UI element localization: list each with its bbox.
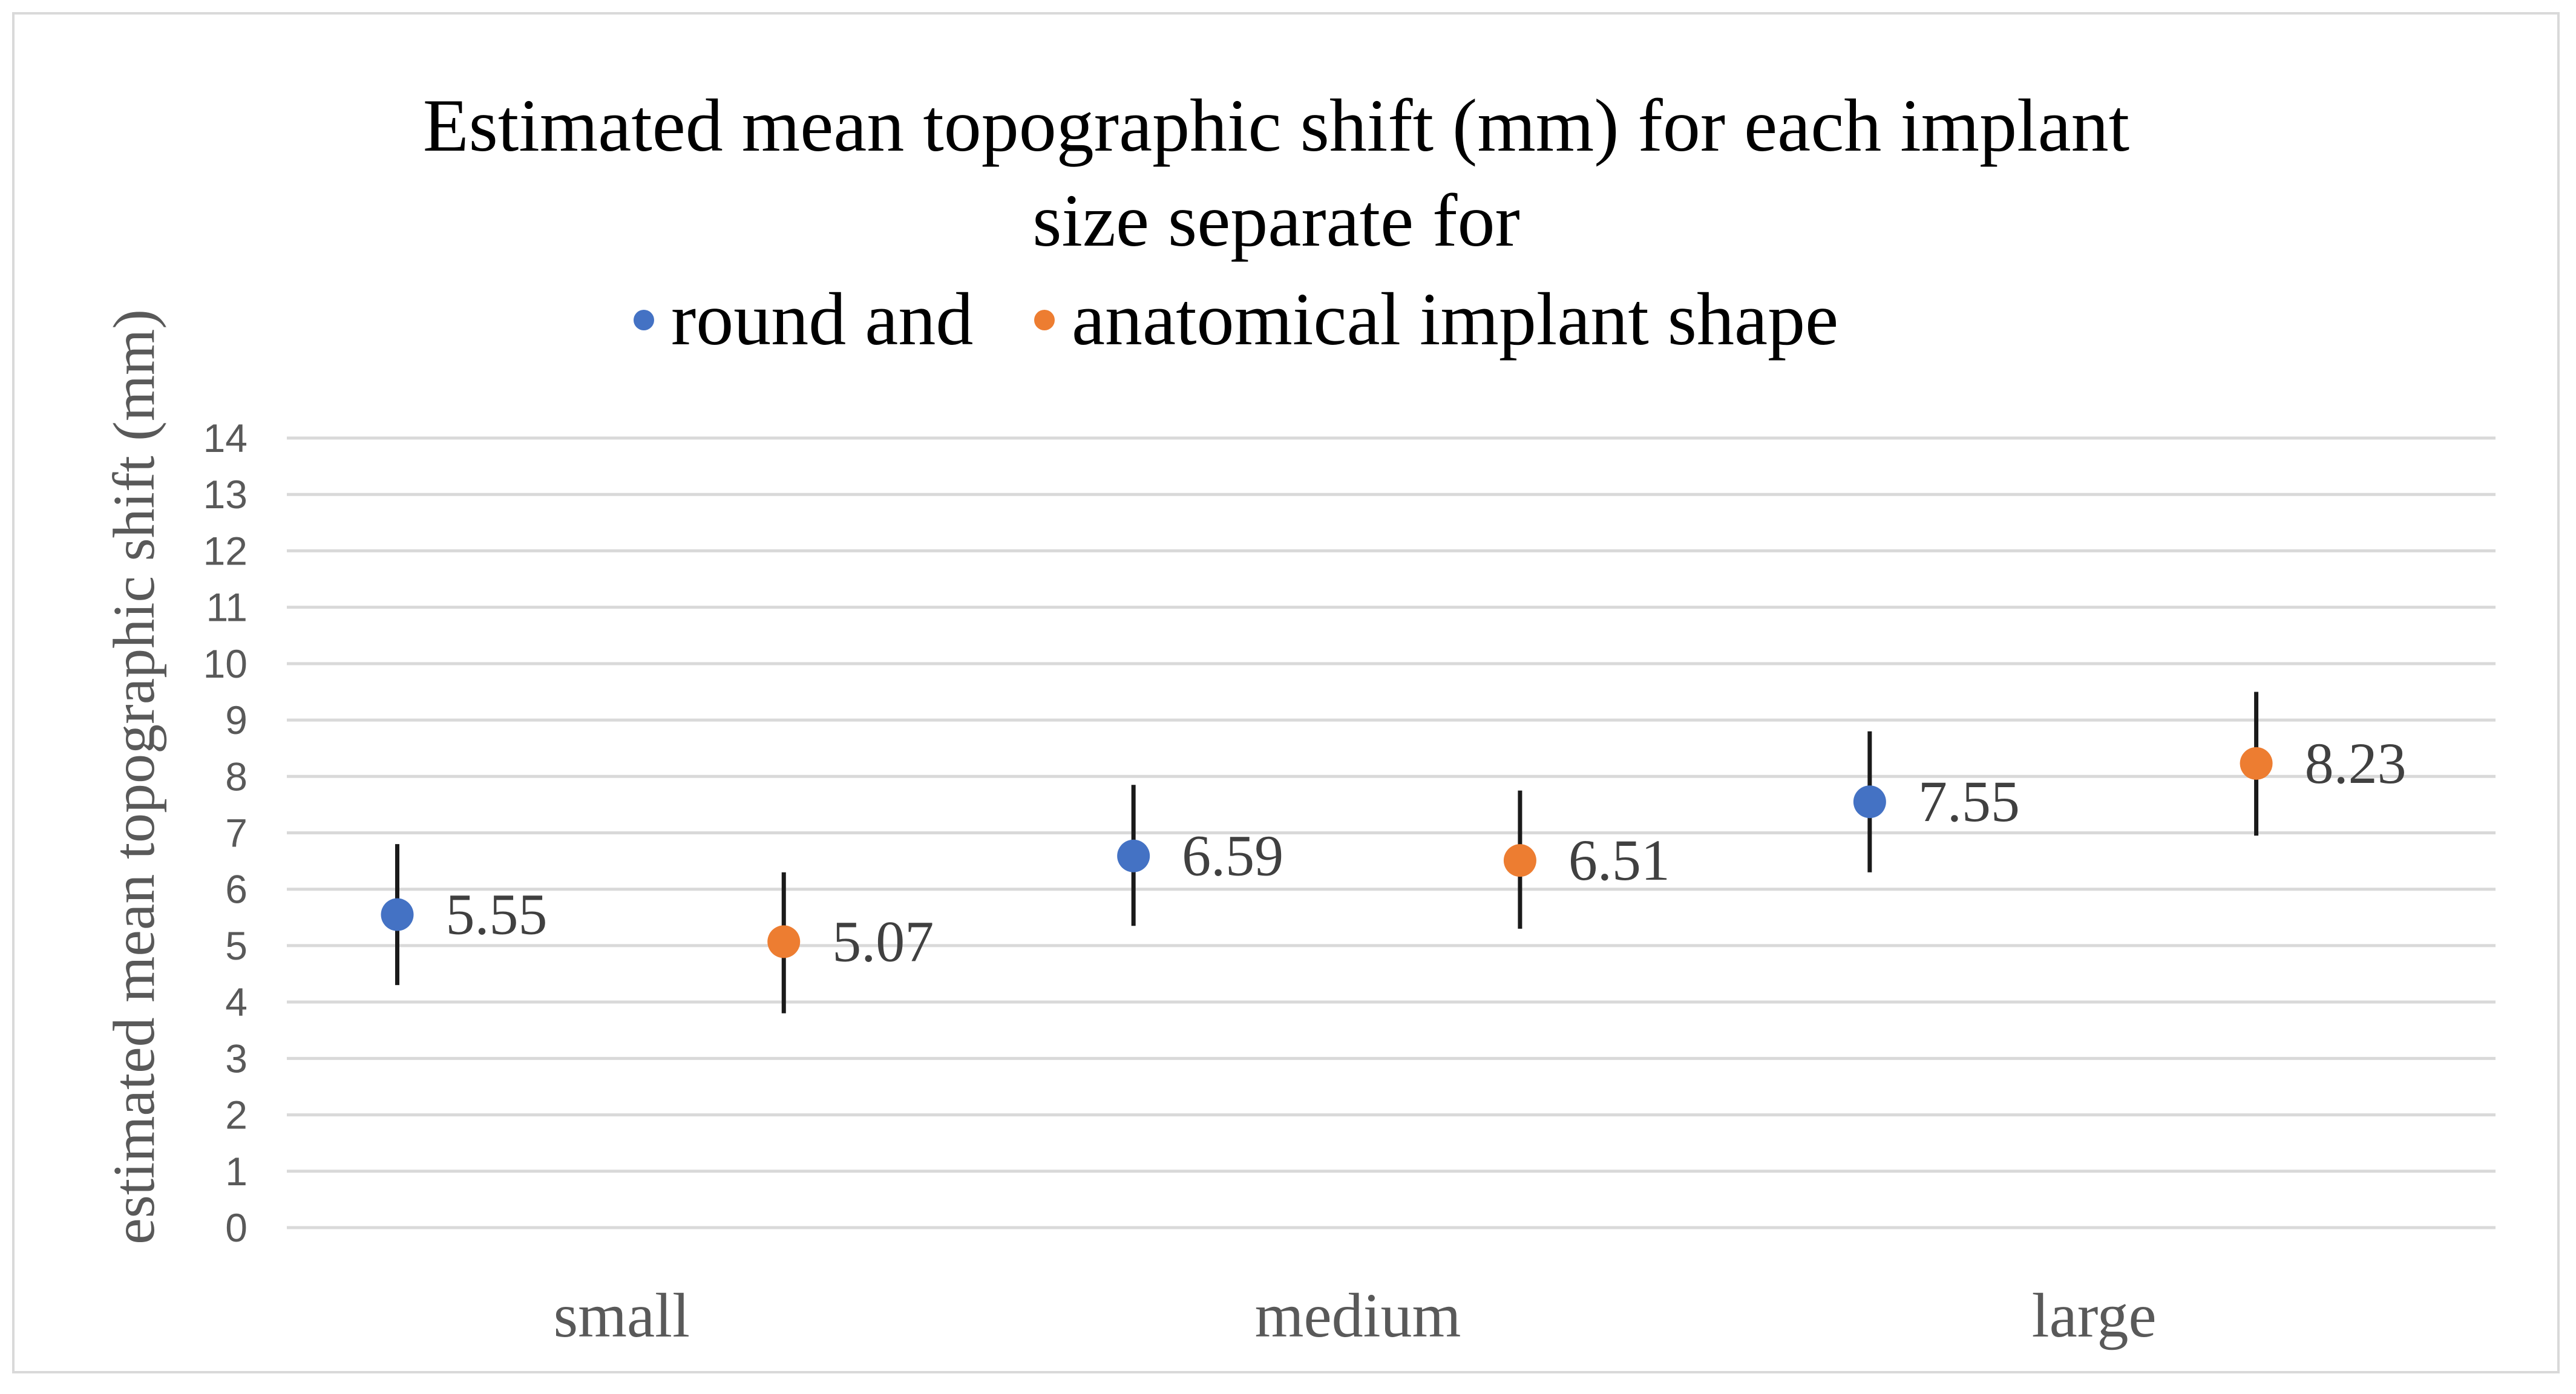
gridlines <box>287 436 2496 1229</box>
y-tick-4: 4 <box>225 980 247 1024</box>
y-tick-9: 9 <box>225 698 247 742</box>
data-label-anatomical-large: 8.23 <box>2305 731 2407 796</box>
point-round-medium <box>1117 839 1150 872</box>
chart-frame: Estimated mean topographic shift (mm) fo… <box>12 12 2560 1373</box>
data-labels: 5.55 6.59 7.55 5.07 6.51 8.23 <box>446 731 2407 974</box>
legend-label-anatomical: anatomical implant shape <box>1072 278 1838 361</box>
point-round-large <box>1853 785 1886 819</box>
y-tick-10: 10 <box>203 641 247 686</box>
y-tick-11: 11 <box>206 585 247 630</box>
legend-label-round: round and <box>671 278 973 361</box>
chart-title-line-1: Estimated mean topographic shift (mm) fo… <box>423 84 2129 167</box>
data-label-round-small: 5.55 <box>446 882 548 947</box>
y-tick-7: 7 <box>225 811 247 856</box>
x-category-labels: small medium large <box>554 1281 2157 1350</box>
x-category-medium: medium <box>1255 1281 1461 1350</box>
y-tick-1: 1 <box>225 1149 247 1194</box>
scatter-chart: Estimated mean topographic shift (mm) fo… <box>102 84 2496 1350</box>
legend-dot-anatomical <box>1034 310 1055 330</box>
data-label-anatomical-medium: 6.51 <box>1568 828 1670 892</box>
y-tick-12: 12 <box>203 528 247 573</box>
x-category-large: large <box>2032 1281 2157 1350</box>
point-anatomical-large <box>2240 747 2273 780</box>
y-axis-label: estimated mean topographic shift (mm) <box>102 309 167 1245</box>
y-tick-2: 2 <box>225 1093 247 1137</box>
legend-dot-round <box>634 310 654 330</box>
y-tick-3: 3 <box>225 1036 247 1081</box>
point-anatomical-small <box>767 925 801 958</box>
data-points <box>381 747 2273 958</box>
chart-title: Estimated mean topographic shift (mm) fo… <box>423 84 2129 262</box>
chart-title-line-2: size separate for <box>1032 179 1520 262</box>
y-tick-8: 8 <box>225 754 247 799</box>
y-tick-0: 0 <box>225 1205 247 1250</box>
legend: round and anatomical implant shape <box>634 278 1838 361</box>
data-label-round-medium: 6.59 <box>1182 823 1283 888</box>
point-round-small <box>381 898 414 931</box>
point-anatomical-medium <box>1503 844 1536 877</box>
data-label-anatomical-small: 5.07 <box>832 909 934 974</box>
y-tick-6: 6 <box>225 867 247 912</box>
y-tick-14: 14 <box>203 416 247 460</box>
y-tick-5: 5 <box>225 923 247 968</box>
x-category-small: small <box>554 1281 690 1350</box>
data-label-round-large: 7.55 <box>1918 769 2020 834</box>
error-bars <box>395 692 2259 1013</box>
y-tick-13: 13 <box>203 472 247 517</box>
